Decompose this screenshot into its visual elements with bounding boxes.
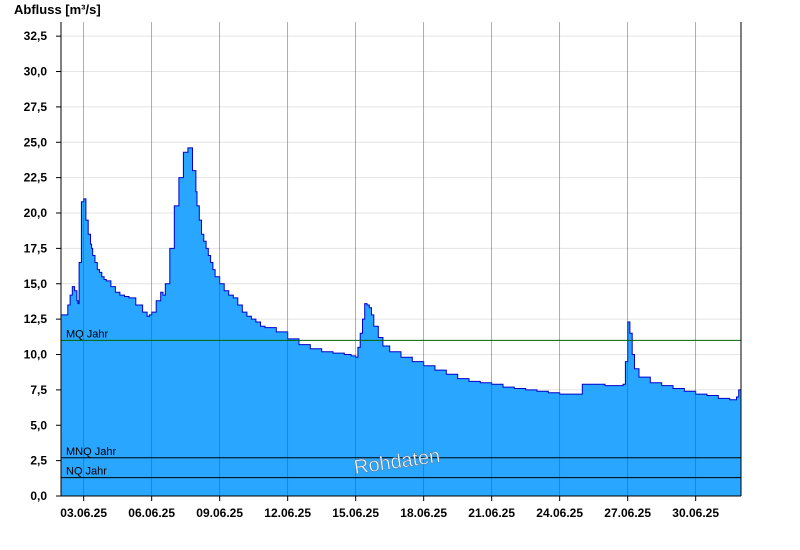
y-tick-label: 30,0 [24, 65, 48, 79]
x-tick-label: 27.06.25 [604, 506, 651, 520]
x-tick-label: 15.06.25 [332, 506, 379, 520]
y-tick-label: 17,5 [24, 241, 48, 255]
x-tick-label: 18.06.25 [400, 506, 447, 520]
y-tick-label: 27,5 [24, 100, 48, 114]
y-tick-label: 22,5 [24, 171, 48, 185]
x-tick-label: 09.06.25 [196, 506, 243, 520]
vertical-grid-lines [83, 22, 697, 496]
x-ticks: 03.06.25 06.06.25 09.06.25 12.06.25 15.06.25… [60, 496, 719, 520]
y-axis-title: Abfluss [m³/s] [14, 2, 101, 17]
y-tick-label: 10,0 [24, 348, 48, 362]
y-tick-label: 25,0 [24, 135, 48, 149]
reference-lines: MQ Jahr MNQ Jahr NQ Jahr [61, 328, 741, 479]
y-tick-label: 32,5 [24, 29, 48, 43]
discharge-area-fill [61, 147, 741, 496]
reference-line-label: MNQ Jahr [66, 446, 116, 458]
y-ticks: 0,0 2,5 5,0 7,5 10,0 12,5 15,0 17,5 20,0 22,5 25,0… [24, 29, 61, 503]
y-tick-label: 0,0 [30, 489, 47, 503]
x-tick-label: 03.06.25 [60, 506, 107, 520]
reference-line-label: NQ Jahr [66, 466, 107, 478]
y-tick-label: 12,5 [24, 312, 48, 326]
y-tick-label: 20,0 [24, 206, 48, 220]
x-tick-label: 30.06.25 [672, 506, 719, 520]
reference-line-label: MQ Jahr [66, 328, 109, 340]
x-tick-label: 06.06.25 [128, 506, 175, 520]
x-tick-label: 12.06.25 [264, 506, 311, 520]
y-tick-label: 15,0 [24, 277, 48, 291]
series-area [61, 147, 742, 496]
y-tick-label: 5,0 [30, 418, 47, 432]
x-tick-label: 21.06.25 [468, 506, 515, 520]
y-tick-label: 2,5 [30, 454, 47, 468]
y-tick-label: 7,5 [30, 383, 47, 397]
discharge-line [61, 147, 742, 401]
x-tick-label: 24.06.25 [536, 506, 583, 520]
